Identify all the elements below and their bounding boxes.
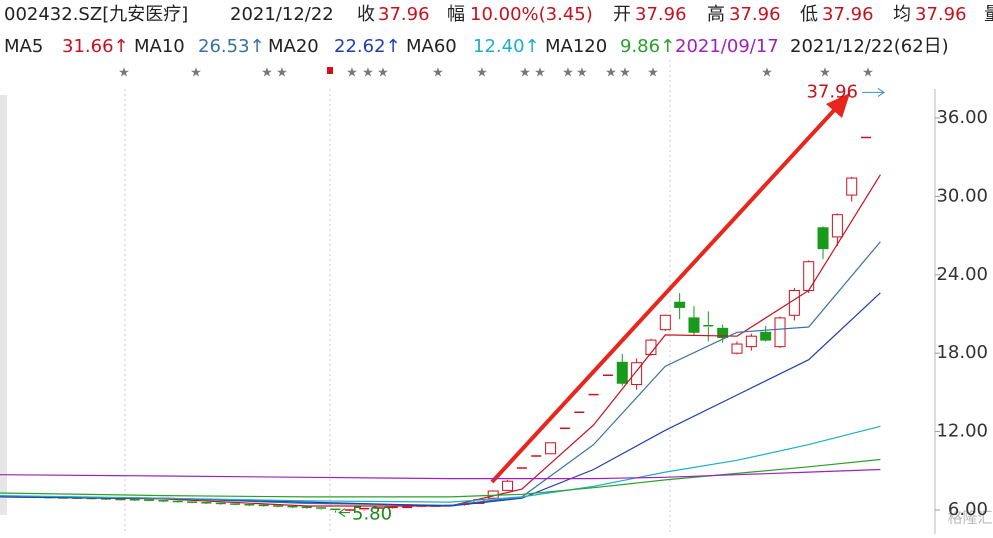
event-star: ★: [432, 66, 444, 81]
candle-body: [774, 317, 786, 348]
event-star: ★: [761, 66, 773, 81]
candle-body: [502, 480, 514, 491]
candle-body: [631, 362, 643, 386]
y-tick-label: 6.00: [948, 499, 988, 520]
ma-line: [0, 425, 881, 503]
y-tick-label: 18.00: [936, 342, 988, 363]
candle-body: [831, 214, 843, 238]
legend-value: 26.53↑: [198, 36, 265, 57]
value: 37.96: [822, 4, 874, 25]
ma-line: [0, 468, 881, 480]
y-tick-label: 30.00: [936, 185, 988, 206]
ma-line: [0, 292, 881, 507]
candle-body: [803, 261, 815, 291]
watermark: 格隆汇: [947, 509, 992, 527]
candle-body: [817, 227, 829, 250]
candle-body: [674, 301, 686, 308]
trend-arrow: [490, 104, 840, 484]
legend-value: 22.62↑: [334, 36, 401, 57]
left-strip: [0, 95, 7, 515]
value: 37.96: [378, 4, 430, 25]
candle-body: [659, 314, 671, 331]
legend-name: MA120: [545, 36, 607, 57]
label: 量: [984, 4, 993, 25]
label: 幅: [447, 4, 465, 25]
label: 高: [707, 4, 725, 25]
legend-value: 9.86↑: [620, 36, 675, 57]
event-star: ★: [562, 66, 574, 81]
event-star: ★: [819, 66, 831, 81]
price-marker-head: [877, 87, 885, 97]
range-label: 2021/12/22(62日): [790, 36, 949, 57]
event-star: ★: [576, 66, 588, 81]
candle-body: [745, 335, 757, 348]
event-star: ★: [276, 66, 288, 81]
low-marker-head: [338, 508, 346, 517]
candle-body: [788, 289, 800, 316]
candle-body: [545, 442, 557, 455]
event-star: ★: [647, 66, 659, 81]
ma-line: [0, 458, 881, 498]
event-star: ★: [377, 66, 389, 81]
event-star: ★: [619, 66, 631, 81]
y-tick-label: 12.00: [936, 421, 988, 442]
event-star: ★: [534, 66, 546, 81]
legend-value: 12.40↑: [473, 36, 540, 57]
legend-value: 31.66↑: [62, 36, 129, 57]
label: 低: [800, 4, 818, 25]
event-star: ★: [118, 66, 130, 81]
label: 开: [613, 4, 631, 25]
value: 37.96: [729, 4, 781, 25]
candle-body: [846, 177, 858, 196]
legend-name: MA20: [268, 36, 319, 57]
low-annotation: 5.80: [352, 504, 392, 525]
legend-value: 2021/09/17: [675, 36, 779, 57]
event-flag: [327, 67, 333, 74]
candle-body: [760, 331, 772, 341]
y-tick-label: 24.00: [936, 264, 988, 285]
price-annotation: 37.96: [806, 81, 858, 102]
event-star: ★: [476, 66, 488, 81]
candle-body: [717, 327, 729, 338]
candle-body: [731, 343, 743, 354]
event-star: ★: [519, 66, 531, 81]
candle-body: [616, 361, 628, 384]
trend-arrow-head: [826, 93, 850, 118]
label: 收: [357, 4, 375, 25]
label: 均: [893, 4, 911, 25]
legend-name: MA5: [4, 36, 43, 57]
event-star: ★: [862, 66, 874, 81]
event-star: ★: [261, 66, 273, 81]
value: 10.00%(3.45): [470, 4, 593, 25]
ma-line: [0, 241, 881, 507]
ma-line: [0, 174, 881, 507]
candle-body: [688, 317, 700, 333]
value: 37.96: [635, 4, 687, 25]
date: 2021/12/22: [230, 4, 334, 25]
event-star: ★: [605, 66, 617, 81]
y-tick-label: 36.00: [936, 107, 988, 128]
event-star: ★: [346, 66, 358, 81]
value: 37.96: [915, 4, 967, 25]
stock-code: 002432.SZ[九安医疗]: [4, 4, 188, 25]
event-star: ★: [190, 66, 202, 81]
event-star: ★: [362, 66, 374, 81]
legend-name: MA60: [406, 36, 457, 57]
legend-name: MA10: [134, 36, 185, 57]
